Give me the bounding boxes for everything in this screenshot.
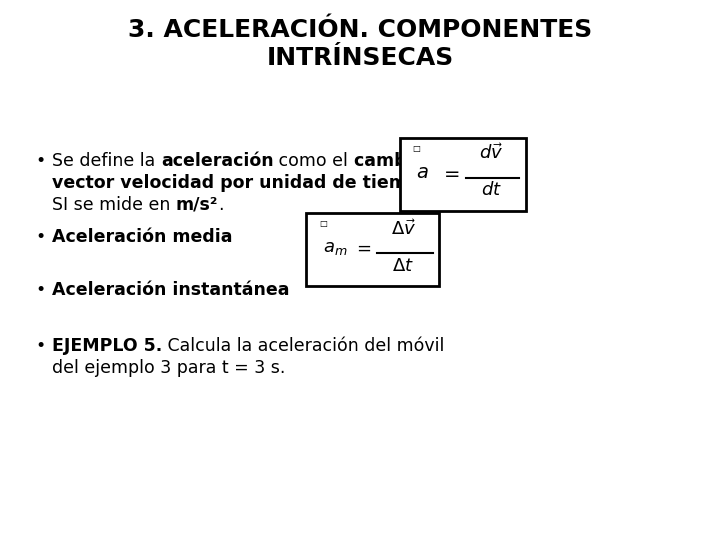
Text: Calcula la aceleración del móvil: Calcula la aceleración del móvil [162,337,445,355]
Text: $a_m$: $a_m$ [323,239,348,257]
Text: •: • [35,228,45,246]
Text: como el: como el [274,152,354,170]
Text: $=$: $=$ [440,163,460,182]
Text: del ejemplo 3 para t = 3 s.: del ejemplo 3 para t = 3 s. [52,359,285,377]
Text: m/s²: m/s² [176,195,218,214]
Text: •: • [35,337,45,355]
Text: □: □ [320,219,328,228]
Bar [306,213,439,286]
Text: □: □ [412,144,420,152]
Bar [400,138,526,211]
Text: $dt$: $dt$ [481,181,502,199]
Text: aceleración: aceleración [161,152,274,170]
Text: $a$: $a$ [416,163,428,182]
Text: 3. ACELERACIÓN. COMPONENTES: 3. ACELERACIÓN. COMPONENTES [128,18,592,42]
Text: cambio del: cambio del [354,152,461,170]
Text: EJEMPLO 5.: EJEMPLO 5. [52,337,162,355]
Text: $=$: $=$ [353,239,372,257]
Text: Se define la: Se define la [52,152,161,170]
Text: SI se mide en: SI se mide en [52,195,176,214]
Text: .: . [218,195,224,214]
Text: Aceleración media: Aceleración media [52,228,233,246]
Text: Aceleración instantánea: Aceleración instantánea [52,281,289,299]
Text: $\Delta t$: $\Delta t$ [392,257,414,275]
Text: $\Delta\vec{v}$: $\Delta\vec{v}$ [391,219,416,239]
Text: $d\vec{v}$: $d\vec{v}$ [480,144,504,164]
Text: vector velocidad por unidad de tiempo: vector velocidad por unidad de tiempo [52,174,431,192]
Text: •: • [35,281,45,299]
Text: •: • [35,152,45,170]
Text: . En el: . En el [431,174,485,192]
Text: INTRÍNSECAS: INTRÍNSECAS [266,46,454,70]
